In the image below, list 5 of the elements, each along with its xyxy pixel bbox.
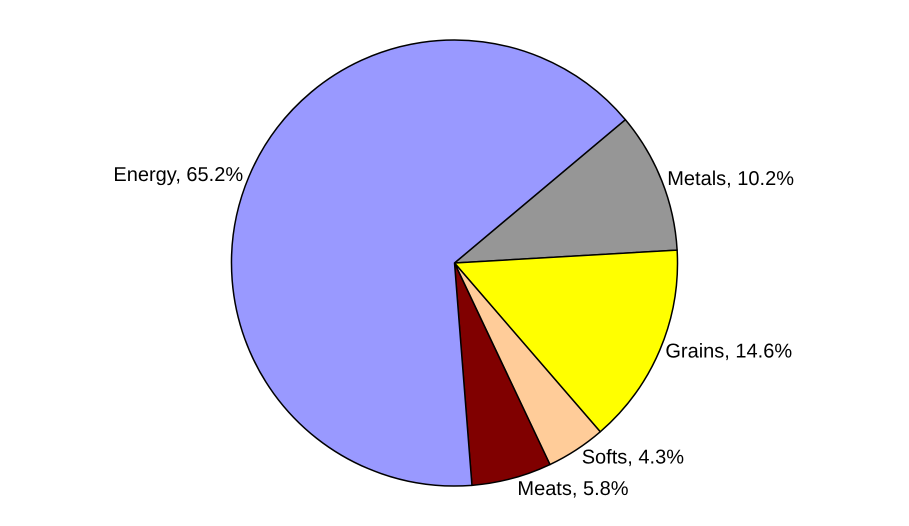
slice-label: Energy, 65.2% [113,164,244,186]
slice-label: Meats, 5.8% [517,478,629,500]
slice-label: Metals, 10.2% [667,168,794,190]
slice-label: Softs, 4.3% [582,446,684,469]
slice-label: Grains, 14.6% [665,340,792,363]
